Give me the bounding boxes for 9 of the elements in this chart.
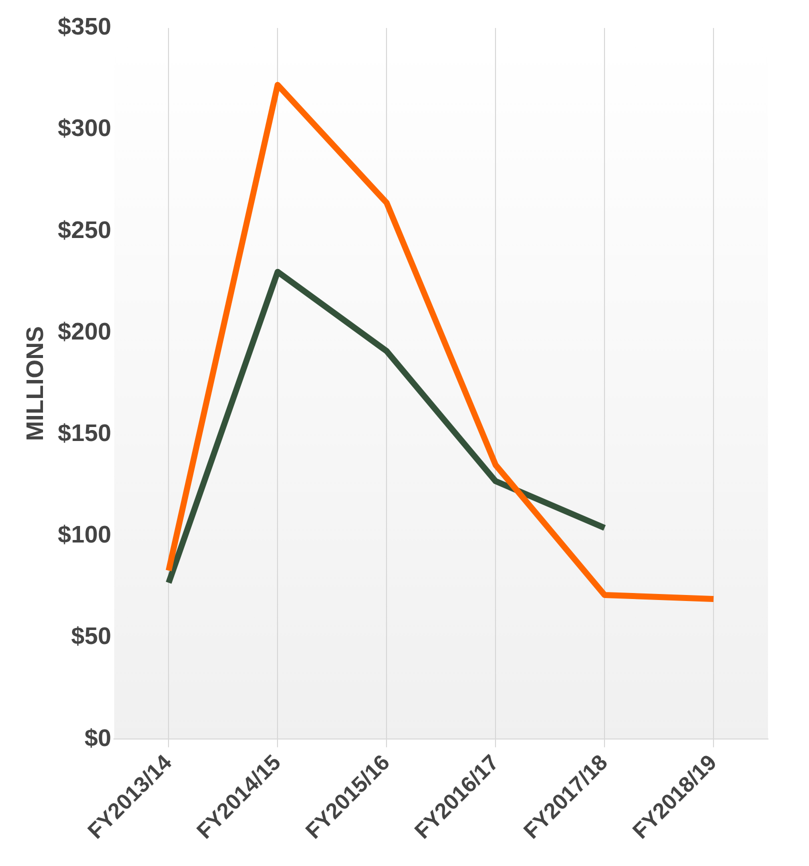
y-tick-label: $100 (58, 522, 112, 549)
y-tick-label: $200 (58, 318, 112, 346)
y-tick-label: $0 (84, 724, 112, 752)
y-axis-title: MILLIONS (22, 326, 50, 441)
y-tick-label: $350 (58, 14, 112, 41)
y-tick-label: $300 (58, 115, 112, 142)
y-tick-label: $50 (71, 623, 112, 650)
y-tick-label: $150 (58, 420, 112, 448)
y-tick-label: $250 (58, 216, 112, 244)
